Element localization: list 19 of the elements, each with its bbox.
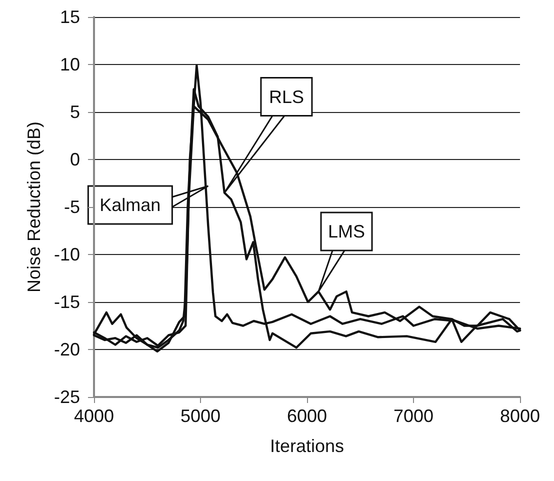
text: LMS <box>328 222 366 242</box>
y-tick-label: -15 <box>54 292 80 312</box>
x-tick-label: 6000 <box>286 406 328 426</box>
y-tick-label: 15 <box>60 7 80 27</box>
y-tick-label: -10 <box>54 244 80 264</box>
text: RLS <box>268 86 304 107</box>
x-tick-label: 8000 <box>500 406 540 426</box>
y-tick-label: 10 <box>60 54 80 74</box>
y-axis-title: Noise Reduction (dB) <box>24 121 44 293</box>
x-tick-label: 5000 <box>180 406 221 426</box>
y-tick-label: -20 <box>54 340 80 360</box>
series-label: Kalman <box>100 195 161 215</box>
y-tick-label: -5 <box>64 197 80 217</box>
y-tick-label: -25 <box>54 387 80 407</box>
x-axis-title: Iterations <box>270 436 344 456</box>
x-tick-label: 7000 <box>393 406 434 426</box>
y-tick-label: 0 <box>70 150 80 170</box>
x-tick-label: 4000 <box>74 406 114 426</box>
y-tick-label: 5 <box>70 102 80 122</box>
